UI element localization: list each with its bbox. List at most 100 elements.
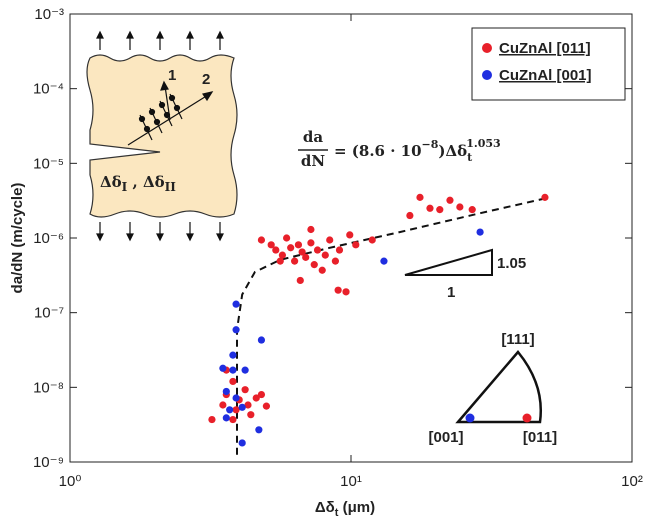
inset-label: ΔδI , ΔδII <box>100 173 176 194</box>
point <box>310 261 318 269</box>
point <box>291 257 299 265</box>
point <box>294 241 303 249</box>
point <box>307 239 315 247</box>
point <box>262 402 271 410</box>
point <box>222 387 230 396</box>
inset-label-part: , Δδ <box>127 173 164 191</box>
inset-label-part: Δδ <box>100 173 122 191</box>
stereo-dot <box>522 413 532 423</box>
point <box>541 193 549 201</box>
slope-rise: 1.05 <box>497 255 526 272</box>
point <box>298 248 306 256</box>
point <box>302 253 310 261</box>
x-axis-title: Δδt (μm) <box>315 499 375 519</box>
y-tick-label: 10⁻⁷ <box>34 305 64 322</box>
stereo-label: [011] <box>523 429 557 446</box>
point <box>318 266 326 274</box>
point <box>232 300 240 308</box>
legend-box <box>471 27 626 101</box>
point <box>255 426 263 434</box>
point <box>257 336 266 344</box>
point <box>252 394 260 402</box>
point <box>283 234 291 242</box>
point <box>229 351 237 359</box>
x-tick-label: 10¹ <box>340 473 362 490</box>
stereo-triangle <box>455 350 542 424</box>
x-tick-label: 10⁰ <box>59 473 82 490</box>
y-tick-label: 10⁻⁸ <box>33 379 64 396</box>
point <box>276 257 284 265</box>
point <box>238 439 246 447</box>
inset-direction: 2 <box>202 71 210 88</box>
fit-line <box>236 196 551 455</box>
point <box>229 366 237 374</box>
point <box>331 257 339 265</box>
point <box>219 364 227 372</box>
point <box>326 236 334 244</box>
point <box>456 203 464 211</box>
equation-sub: t <box>467 151 473 164</box>
point <box>229 415 237 424</box>
point <box>476 228 484 236</box>
point <box>257 236 266 244</box>
point <box>229 377 237 386</box>
stereo-label: [001] <box>428 429 463 446</box>
stereo-label: [111] <box>501 331 534 348</box>
point <box>321 251 329 259</box>
inset-label-sub: I <box>122 180 128 194</box>
y-axis-title: da/dN (m/cycle) <box>9 183 26 294</box>
x-tick-label: 10² <box>621 473 643 490</box>
point <box>380 257 388 265</box>
point <box>241 386 249 394</box>
y-tick-label: 10⁻⁶ <box>33 230 64 247</box>
point <box>426 204 434 212</box>
point <box>208 415 216 424</box>
point <box>257 390 266 399</box>
equation-part: = (8.6 · 10 <box>334 142 422 160</box>
point <box>267 241 275 249</box>
equation-exp: −8 <box>422 138 439 151</box>
point <box>335 246 344 254</box>
point <box>436 206 444 214</box>
equation-denominator: dN <box>301 152 325 170</box>
point <box>278 251 287 259</box>
x-axis-title-sub: t <box>335 507 339 519</box>
point <box>346 231 354 239</box>
point <box>352 241 360 249</box>
point <box>241 366 249 374</box>
y-tick-label: 10⁻⁵ <box>33 155 64 172</box>
x-axis-title-part: Δδ <box>315 499 335 516</box>
legend-marker <box>482 70 492 80</box>
equation-numerator: da <box>303 128 323 146</box>
equation-exp: 1.053 <box>466 137 500 150</box>
point <box>334 286 342 294</box>
point <box>244 401 252 409</box>
inset-direction: 1 <box>168 67 176 84</box>
legend-label: CuZnAl [001] <box>499 67 592 84</box>
point <box>226 406 234 414</box>
point <box>416 193 424 201</box>
point <box>232 406 240 414</box>
equation: da dN = (8.6 · 10−8)Δδt1.053 <box>298 128 501 170</box>
point <box>406 211 414 220</box>
point <box>222 414 230 422</box>
point <box>342 288 350 296</box>
point <box>287 244 295 252</box>
inset-label-sub: II <box>165 180 177 194</box>
point <box>468 206 476 214</box>
point <box>272 246 280 254</box>
point <box>446 196 454 204</box>
point <box>219 401 227 409</box>
slope-triangle <box>404 248 493 276</box>
equation-body: = (8.6 · 10−8)Δδt1.053 <box>334 137 501 164</box>
point <box>232 394 240 402</box>
point <box>247 411 255 419</box>
point <box>232 326 240 334</box>
x-axis-title-part: (μm) <box>338 499 375 516</box>
y-tick-label: 10⁻⁴ <box>33 81 64 98</box>
point <box>368 236 376 244</box>
y-tick-label: 10⁻³ <box>34 6 64 23</box>
legend-label: CuZnAl [011] <box>499 40 591 57</box>
slope-run: 1 <box>447 284 455 301</box>
